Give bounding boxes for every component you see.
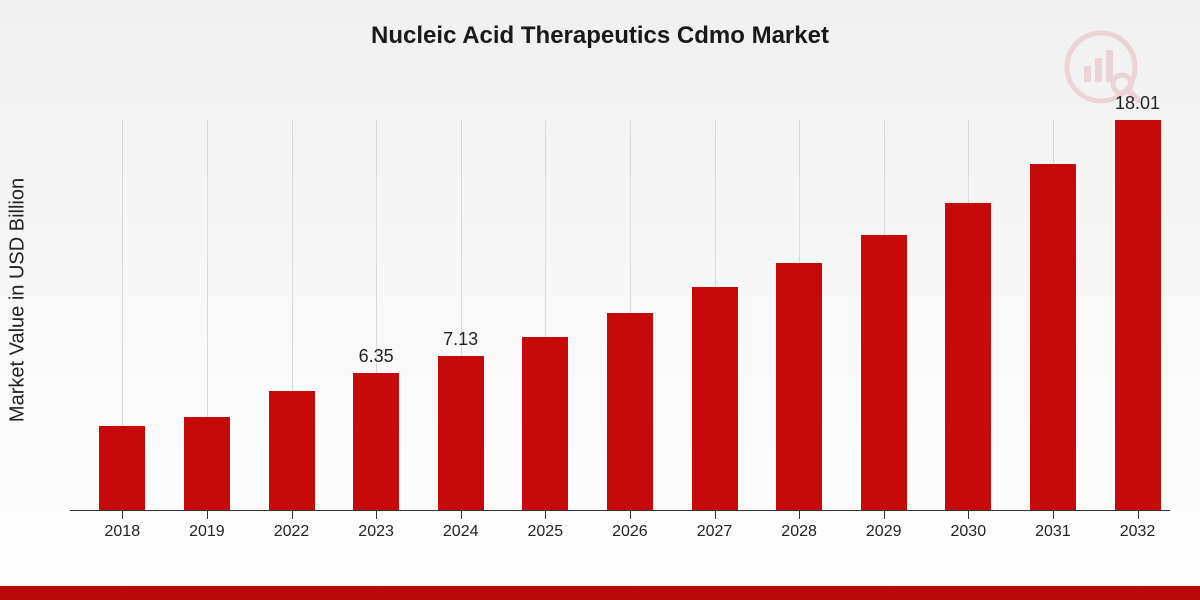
x-axis-label: 2032 <box>1120 523 1156 541</box>
x-axis-label: 2024 <box>443 523 479 541</box>
bar <box>438 356 484 510</box>
bar <box>945 203 991 510</box>
chart-title: Nucleic Acid Therapeutics Cdmo Market <box>0 22 1200 50</box>
bar-value-label: 18.01 <box>1115 93 1160 114</box>
bar <box>353 373 399 511</box>
bar <box>776 263 822 510</box>
x-tick <box>1053 511 1054 519</box>
x-tick <box>545 511 546 519</box>
x-axis: 2018 2019 2022 2023 2024 2025 2026 2027 2028 2029… <box>70 510 1170 550</box>
bar <box>1030 164 1076 510</box>
bar <box>1115 120 1161 510</box>
x-tick <box>376 511 377 519</box>
bar <box>522 337 568 510</box>
x-axis-label: 2029 <box>866 523 902 541</box>
x-tick <box>884 511 885 519</box>
bar-value-label: 7.13 <box>443 329 478 350</box>
x-axis-label: 2018 <box>105 523 141 541</box>
x-tick <box>1138 511 1139 519</box>
x-axis-label: 2019 <box>189 523 225 541</box>
x-tick <box>799 511 800 519</box>
x-tick <box>292 511 293 519</box>
x-axis-label: 2027 <box>697 523 733 541</box>
x-axis-label: 2023 <box>358 523 394 541</box>
x-tick <box>122 511 123 519</box>
x-axis-label: 2022 <box>274 523 310 541</box>
bar <box>861 235 907 510</box>
x-axis-label: 2026 <box>612 523 648 541</box>
x-tick <box>461 511 462 519</box>
x-tick <box>630 511 631 519</box>
y-axis-label: Market Value in USD Billion <box>7 178 30 422</box>
bar-value-label: 6.35 <box>359 346 394 367</box>
x-tick <box>715 511 716 519</box>
footer-accent-bar <box>0 586 1200 600</box>
plot-area: 6.357.1318.01 <box>70 120 1170 510</box>
x-axis-label: 2031 <box>1035 523 1071 541</box>
x-axis-label: 2030 <box>951 523 987 541</box>
x-tick <box>207 511 208 519</box>
bar <box>607 313 653 510</box>
bar <box>184 417 230 510</box>
bar <box>692 287 738 510</box>
x-axis-label: 2025 <box>528 523 564 541</box>
bar <box>269 391 315 510</box>
x-tick <box>968 511 969 519</box>
x-axis-label: 2028 <box>781 523 817 541</box>
bar <box>99 426 145 510</box>
